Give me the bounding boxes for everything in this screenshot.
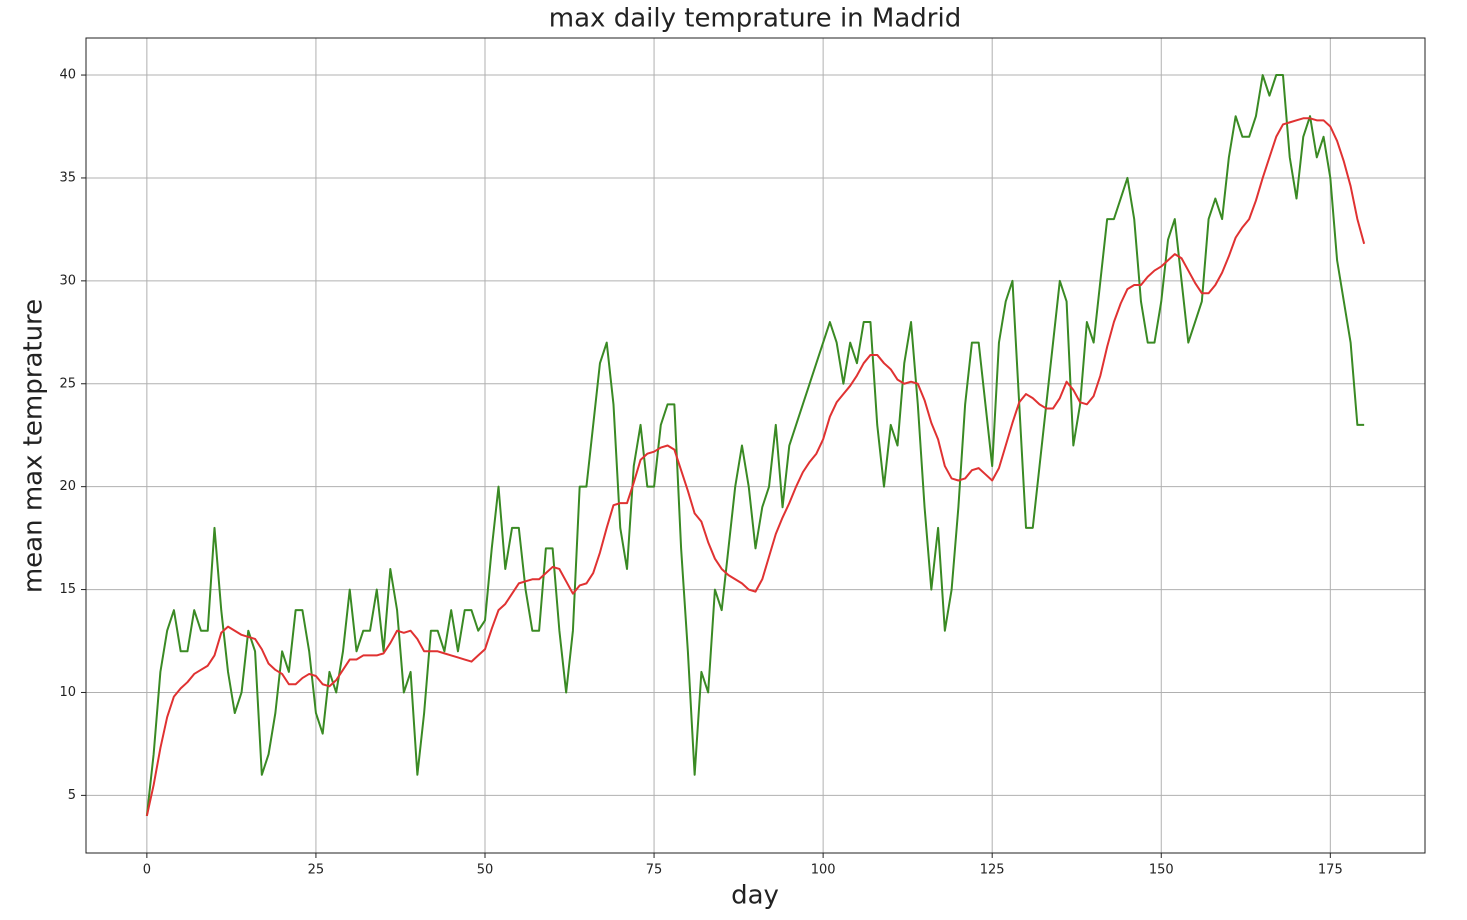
y-tick-label: 40 [59,68,76,83]
y-tick-label: 30 [59,273,76,288]
data-line [145,74,1365,817]
data-line [145,117,1366,817]
y-tick-label: 15 [59,582,76,597]
x-tick-label: 25 [308,863,325,878]
plot-frame [85,37,1426,854]
x-tick-label: 50 [477,863,494,878]
y-tick-label: 35 [59,170,76,185]
x-tick-label: 100 [811,863,836,878]
y-tick-label: 5 [68,788,76,803]
x-tick-label: 175 [1318,863,1343,878]
y-tick-label: 25 [59,376,76,391]
y-tick-label: 20 [59,479,76,494]
x-tick-label: 0 [143,863,151,878]
x-tick-label: 150 [1149,863,1174,878]
chart-title: max daily temprature in Madrid [549,4,961,34]
y-tick-label: 10 [59,685,76,700]
x-axis-label: day [731,881,779,911]
x-tick-label: 125 [980,863,1005,878]
y-axis-label: mean max temprature [19,299,49,593]
x-tick-label: 75 [646,863,663,878]
